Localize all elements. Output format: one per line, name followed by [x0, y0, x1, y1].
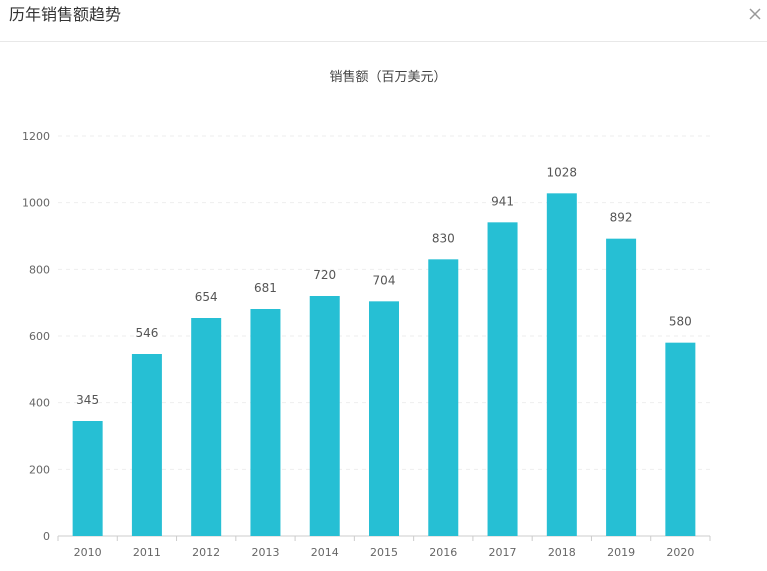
bar-2018 — [546, 193, 577, 537]
y-tick-label: 1200 — [22, 130, 50, 143]
x-tick-label-2014: 2014 — [311, 546, 339, 559]
bar-2014 — [309, 296, 340, 536]
x-tick-label-2016: 2016 — [429, 546, 457, 559]
data-label-2020: 580 — [669, 315, 692, 329]
data-label-2016: 830 — [432, 231, 455, 245]
y-tick-label: 400 — [29, 397, 50, 410]
chart-title: 销售额（百万美元） — [329, 69, 446, 85]
y-tick-label: 800 — [29, 263, 50, 276]
bar-2020 — [665, 342, 696, 536]
dialog-title: 历年销售额趋势 — [9, 5, 122, 24]
bar-2012 — [191, 318, 222, 536]
data-label-2012: 654 — [195, 290, 218, 304]
x-tick-label-2012: 2012 — [192, 546, 220, 559]
bar-2016 — [428, 259, 459, 536]
bar-2017 — [487, 222, 518, 537]
data-label-2015: 704 — [373, 273, 396, 287]
x-tick-label-2013: 2013 — [251, 546, 279, 559]
y-tick-label: 0 — [43, 530, 50, 543]
data-label-2017: 941 — [491, 194, 514, 208]
x-tick-label-2010: 2010 — [74, 546, 102, 559]
data-label-2014: 720 — [313, 268, 336, 282]
x-tick-label-2019: 2019 — [607, 546, 635, 559]
x-tick-label-2017: 2017 — [489, 546, 517, 559]
bar-2013 — [250, 309, 281, 536]
chart-area: 销售额（百万美元） 0 200 400 600 800 1000 1200 345 2010 546… — [0, 43, 767, 571]
y-tick-label: 1000 — [22, 197, 50, 210]
y-tick-label: 200 — [29, 463, 50, 476]
x-tick-label-2011: 2011 — [133, 546, 161, 559]
x-tick-label-2018: 2018 — [548, 546, 576, 559]
y-tick-label: 600 — [29, 330, 50, 343]
data-label-2019: 892 — [610, 211, 633, 225]
data-label-2010: 345 — [76, 393, 99, 407]
close-icon[interactable] — [747, 6, 763, 22]
bar-2015 — [369, 301, 399, 536]
data-label-2011: 546 — [135, 326, 158, 340]
bar-chart: 销售额（百万美元） 0 200 400 600 800 1000 1200 345 2010 546… — [22, 69, 711, 559]
x-tick-label-2020: 2020 — [666, 546, 694, 559]
x-tick-label-2015: 2015 — [370, 546, 398, 559]
data-label-2013: 681 — [254, 281, 277, 295]
bar-2010 — [72, 421, 103, 536]
bar-2019 — [606, 238, 637, 536]
dialog-header: 历年销售额趋势 — [0, 0, 767, 42]
bar-2011 — [131, 354, 162, 536]
data-label-2018: 1028 — [547, 165, 578, 179]
